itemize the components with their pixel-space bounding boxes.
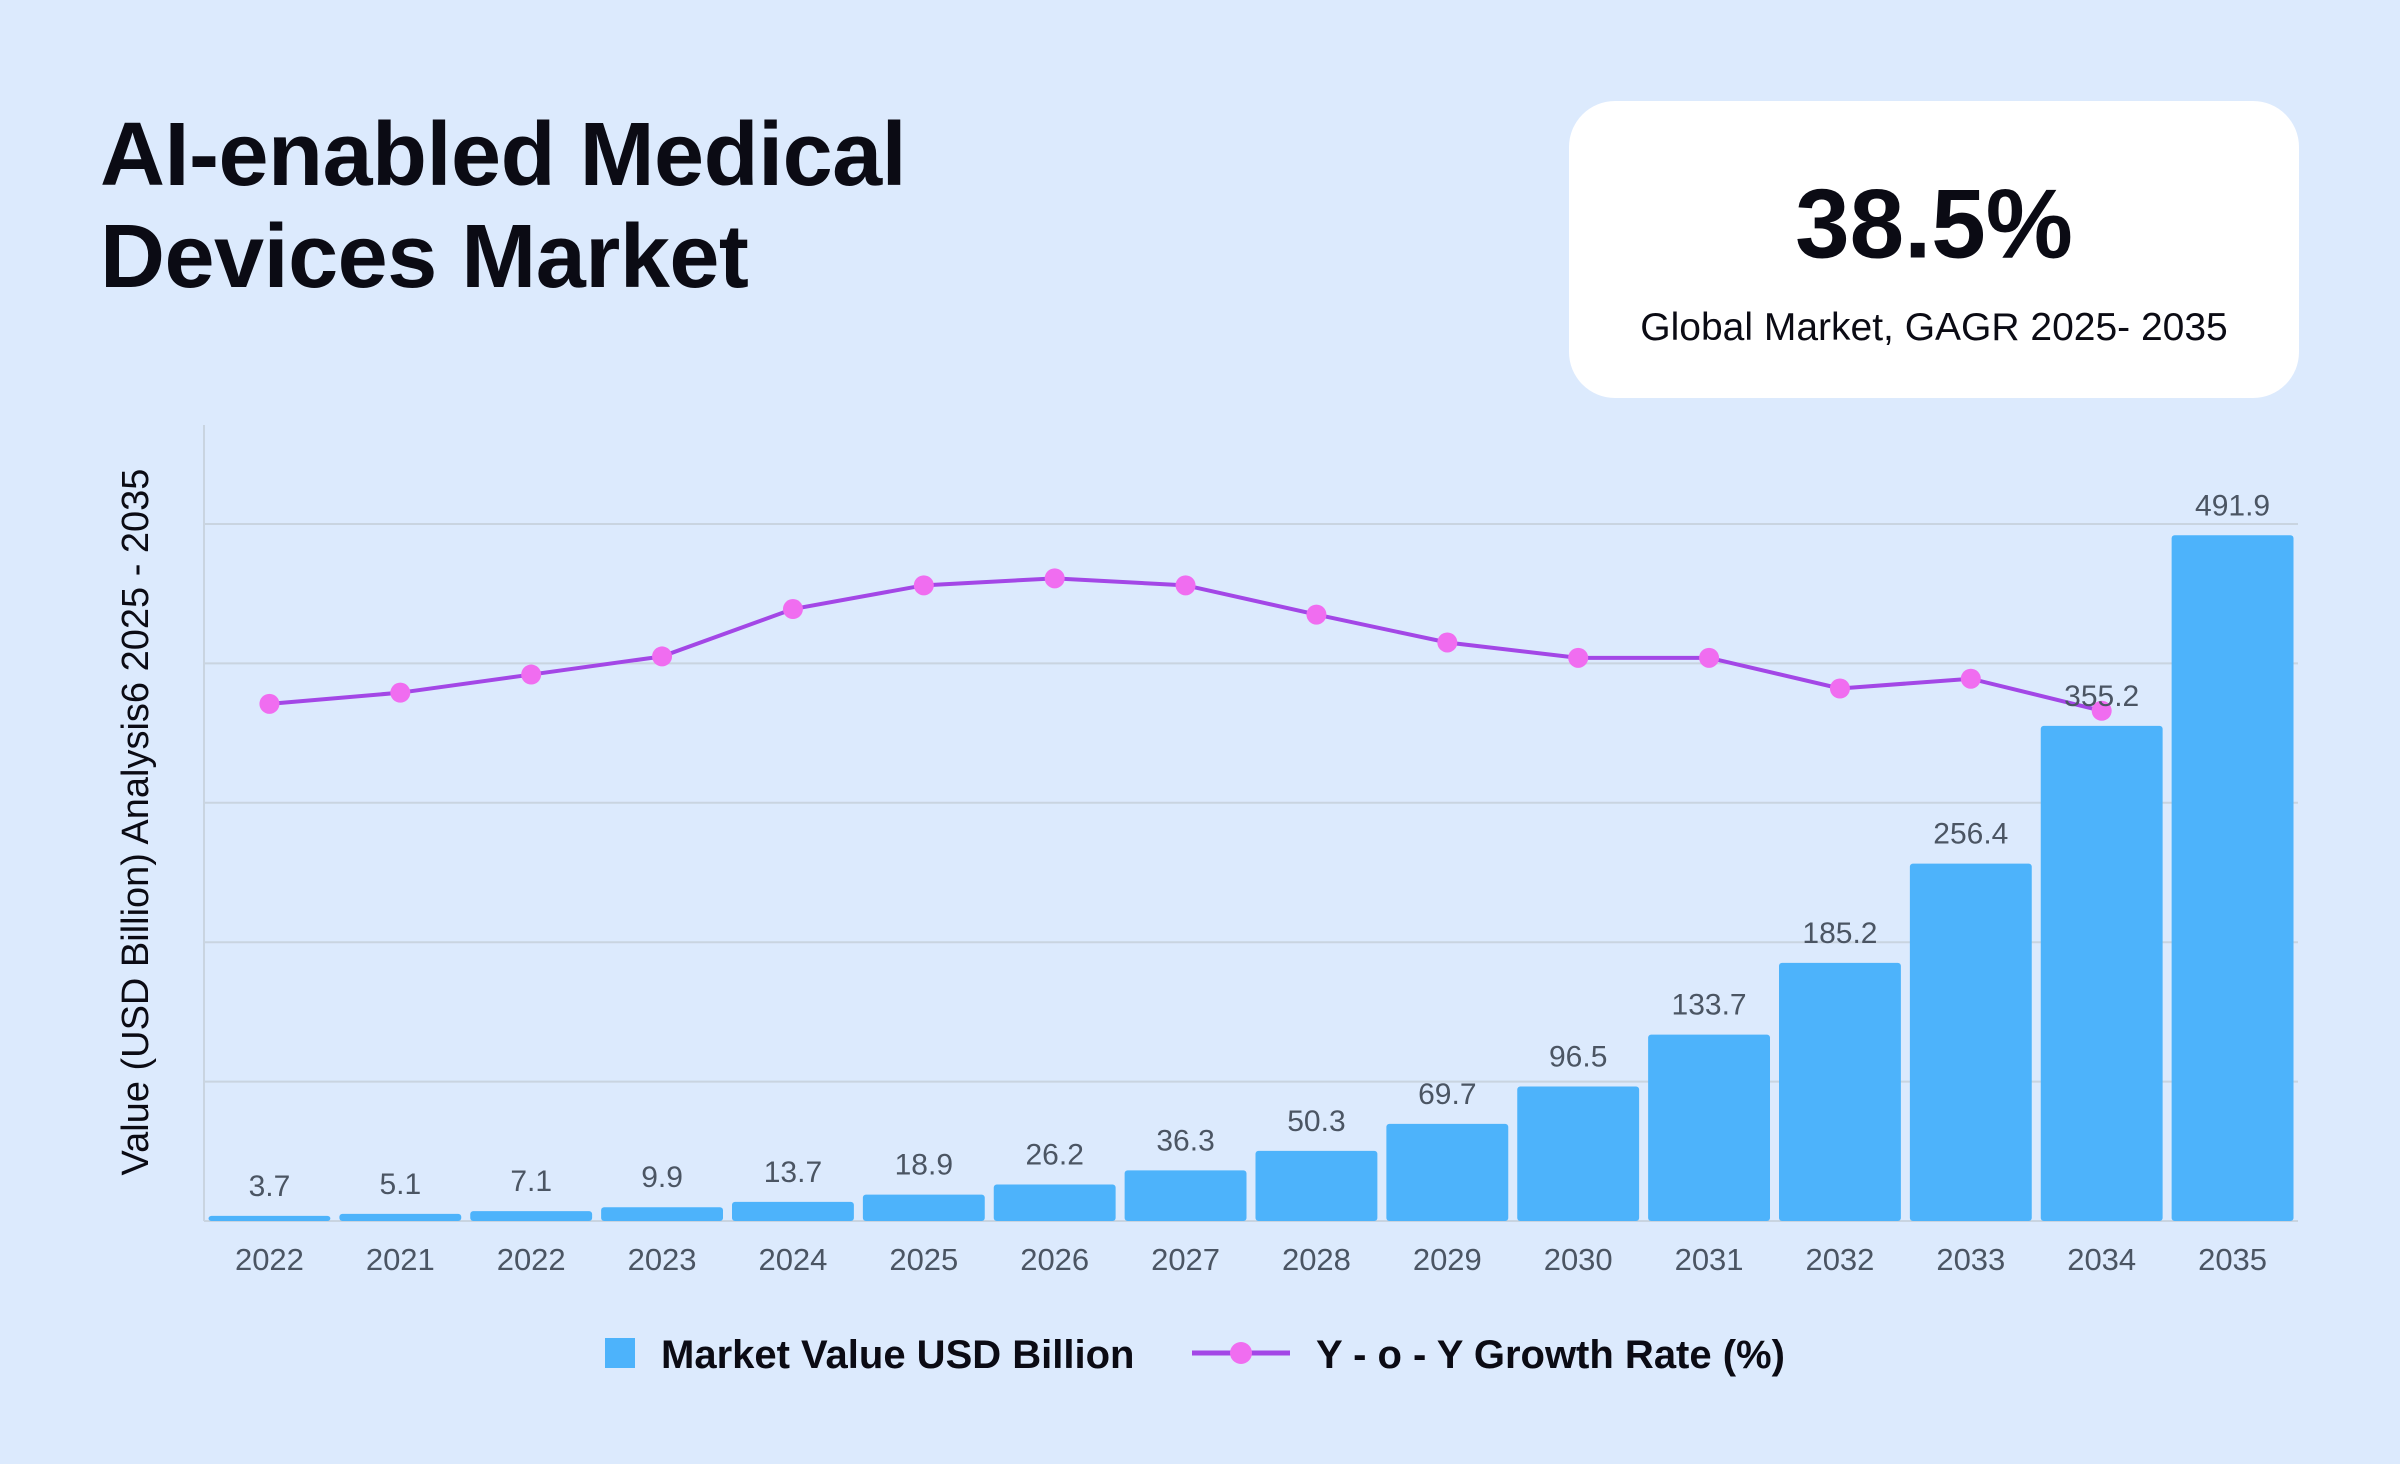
x-tick-label: 2032 [1805,1242,1874,1277]
bar-value-label: 256.4 [1933,818,2008,851]
bar [993,1184,1116,1221]
legend: Market Value USD Billion Y - o - Y Growt… [605,1333,1785,1377]
bar [1386,1123,1509,1221]
bar [2040,725,2163,1221]
growth-point [2091,700,2112,721]
bar [1517,1086,1640,1221]
bar-value-label: 355.2 [2064,680,2139,713]
bar [1124,1170,1247,1221]
x-tick-labels: 2022 2021 2022 2023 2024 2025 2026 2027 2028 2029… [235,1242,2267,1277]
growth-line-path [269,576,2103,713]
bars [208,535,2294,1221]
x-tick-label: 2023 [628,1242,697,1277]
growth-point [1175,575,1196,596]
growth-point [390,682,411,703]
bar-value-labels: 3.7 5.1 7.1 9.9 13.7 18.9 26.2 36.3 50.3 69.7 96.5… [249,489,2271,1203]
bar [470,1211,593,1221]
legend-bar-swatch [605,1338,635,1368]
x-tick-label: 2034 [2067,1242,2136,1277]
growth-point [1437,632,1458,653]
x-tick-label: 2022 [235,1242,304,1277]
bar-value-label: 185.2 [1802,917,1877,950]
bar-value-label: 5.1 [379,1168,421,1201]
bar-value-label: 3.7 [249,1170,291,1203]
growth-point [1699,647,1720,668]
bar-value-label: 69.7 [1418,1078,1476,1111]
x-tick-label: 2035 [2198,1242,2267,1277]
x-tick-label: 2021 [366,1242,435,1277]
growth-point [1829,678,1850,699]
growth-point [913,575,934,596]
bar-value-label: 133.7 [1672,989,1747,1022]
gridlines [204,523,2298,1222]
bar-value-label: 491.9 [2195,489,2270,522]
legend-line-marker [1230,1342,1252,1364]
growth-point [652,646,673,667]
bar [208,1215,331,1221]
legend-bar-label: Market Value USD Billion [661,1333,1134,1377]
bar [732,1201,854,1221]
bar-value-label: 36.3 [1156,1124,1214,1157]
cagr-caption: Global Market, GAGR 2025- 2035 [1640,306,2228,349]
x-tick-label: 2025 [889,1242,958,1277]
title-line-2: Devices Market [100,207,749,307]
bar-value-label: 26.2 [1025,1138,1083,1171]
page-title: AI-enabled Medical Devices Market [100,104,907,308]
title-line-1: AI-enabled Medical [100,105,907,205]
x-tick-label: 2031 [1675,1242,1744,1277]
x-tick-label: 2024 [758,1242,827,1277]
bar-value-label: 13.7 [764,1156,822,1189]
bar-value-label: 96.5 [1549,1040,1607,1073]
growth-point [1306,604,1327,625]
growth-point [1044,568,1065,589]
y-axis-label: Value (USD Billion) Analysis6 2025 - 203… [115,469,157,1176]
bar-value-label: 18.9 [895,1149,953,1182]
growth-point [1568,647,1589,668]
x-tick-label: 2026 [1020,1242,1089,1277]
bar [1779,962,1901,1221]
x-tick-label: 2033 [1936,1242,2005,1277]
x-tick-label: 2027 [1151,1242,1220,1277]
x-tick-label: 2030 [1544,1242,1613,1277]
cagr-card: 38.5% Global Market, GAGR 2025- 2035 [1569,101,2299,398]
bar [2171,535,2294,1221]
bar-value-label: 7.1 [510,1165,552,1198]
bar [339,1213,462,1221]
growth-point [782,599,803,620]
growth-point [1960,668,1981,689]
bar [862,1194,985,1221]
x-tick-label: 2028 [1282,1242,1351,1277]
growth-point [521,664,542,685]
bar [1909,863,2032,1221]
x-tick-label: 2029 [1413,1242,1482,1277]
cagr-value: 38.5% [1795,168,2073,279]
x-tick-label: 2022 [497,1242,566,1277]
growth-line [259,568,2112,721]
bar-value-label: 9.9 [641,1161,683,1194]
bar [1648,1034,1770,1221]
bar [1255,1150,1378,1221]
growth-point [259,693,280,714]
bar-value-label: 50.3 [1287,1105,1345,1138]
bar [601,1207,723,1221]
legend-line-label: Y - o - Y Growth Rate (%) [1316,1333,1785,1377]
